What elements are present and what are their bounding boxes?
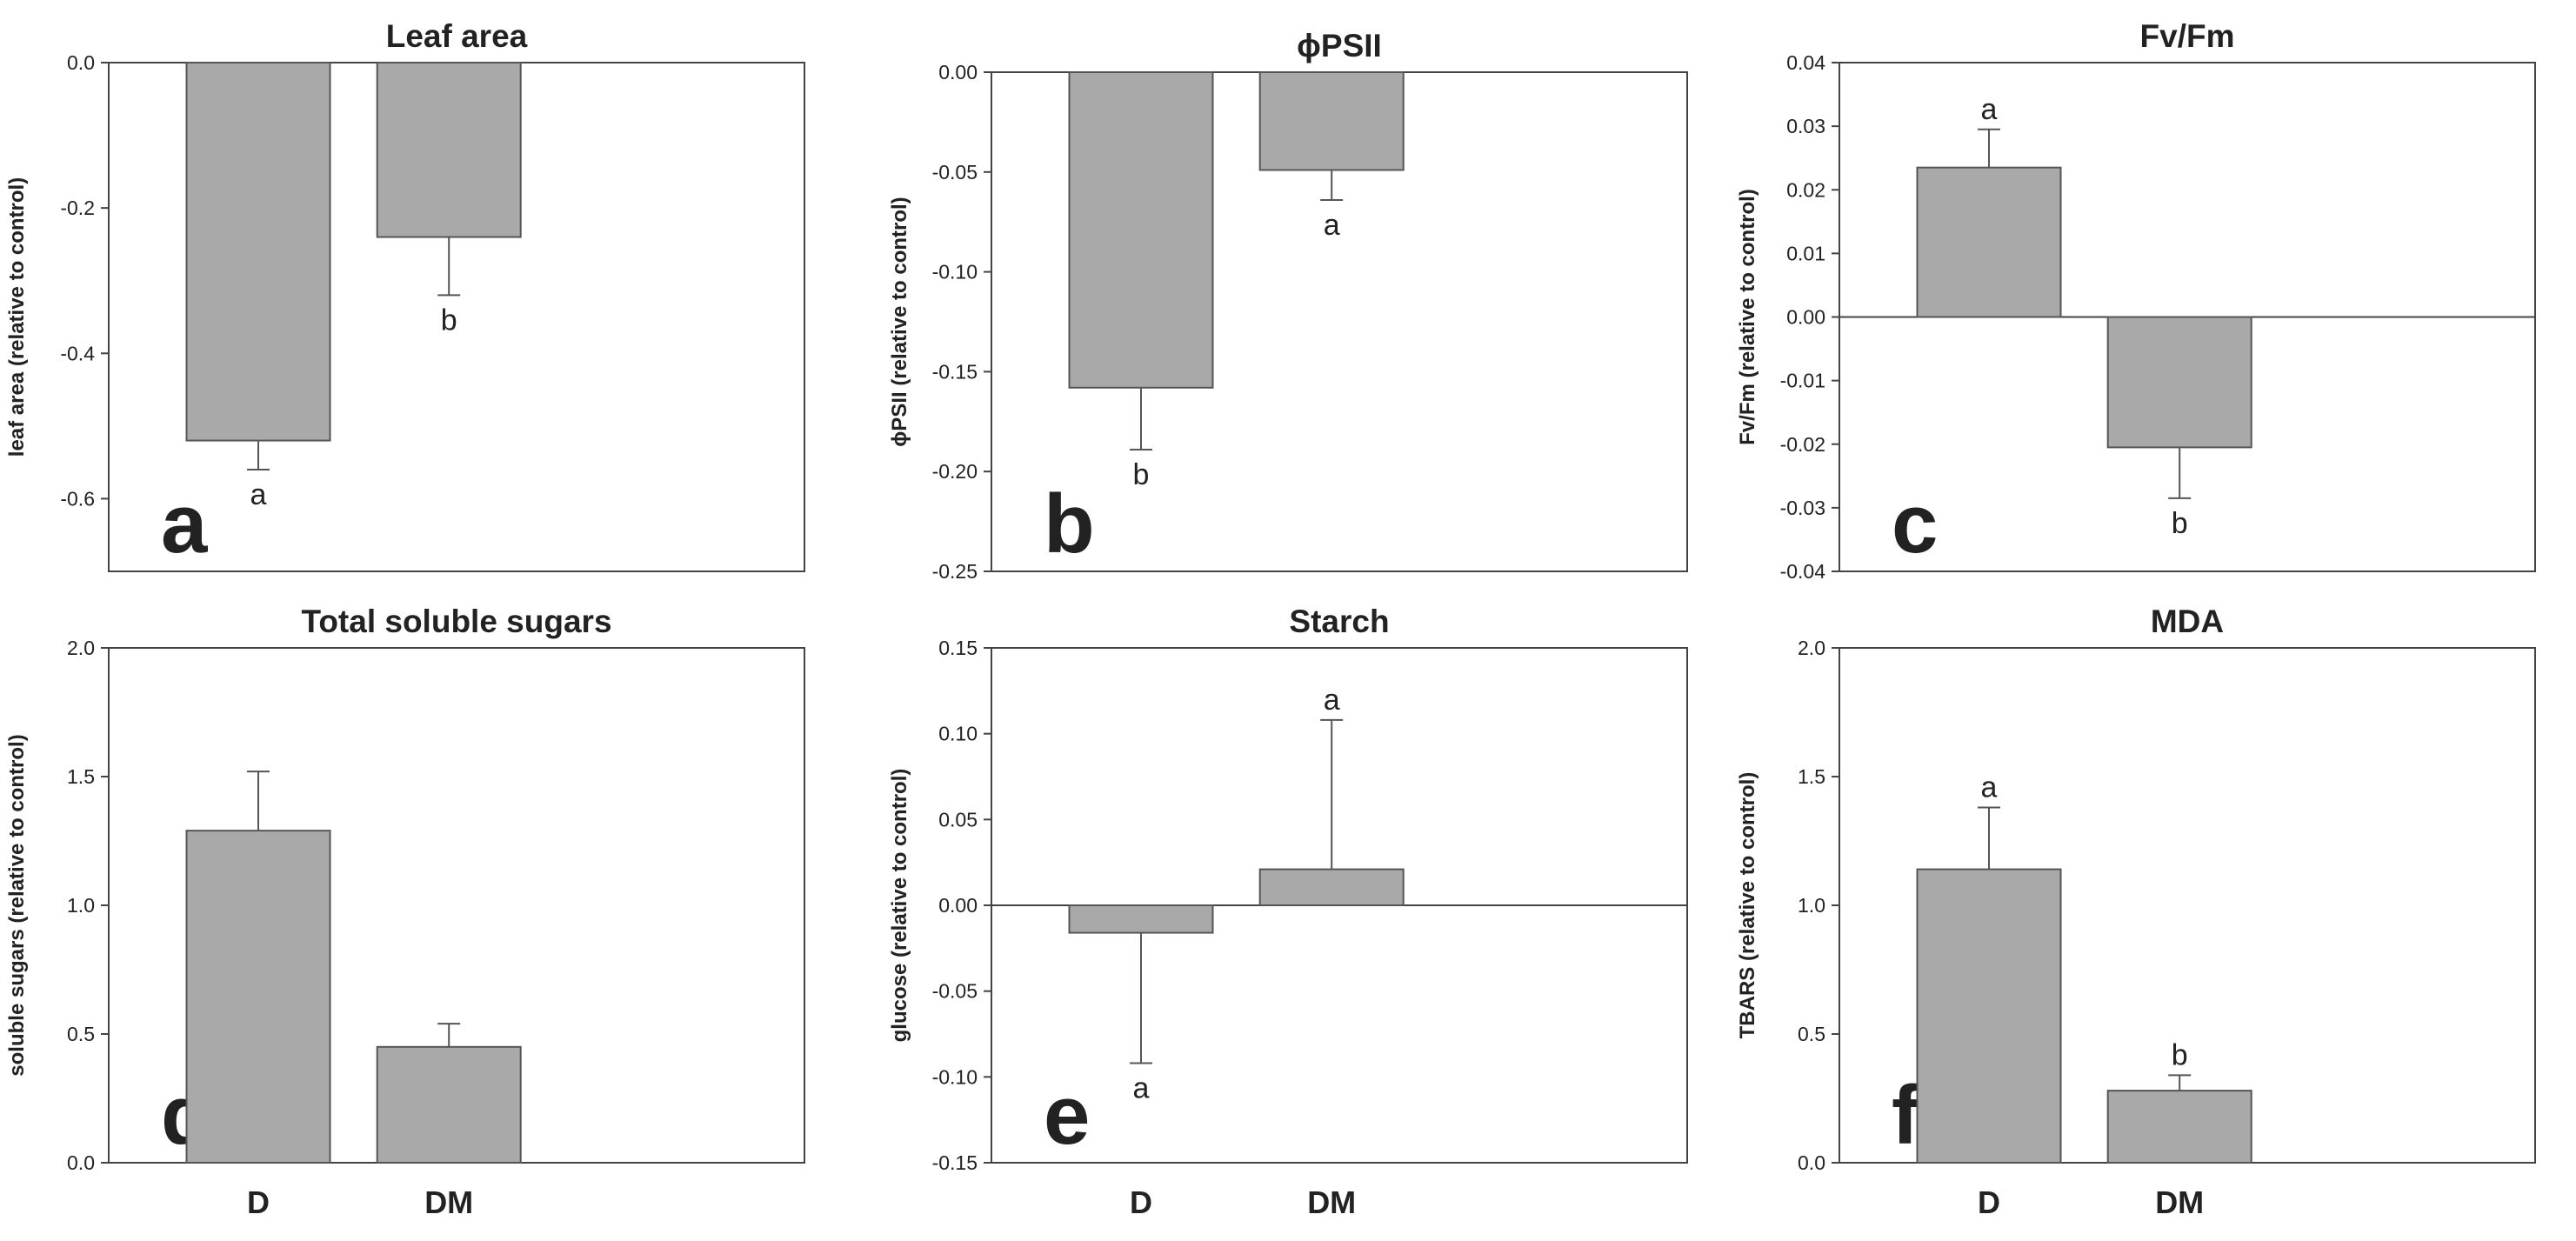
significance-label: b [2172, 507, 2188, 540]
panel-letter: f [1892, 1069, 1920, 1162]
category-label: D [247, 1184, 270, 1220]
y-tick-label: -0.05 [932, 980, 978, 1003]
bar [1258, 868, 1405, 906]
y-tick-label: -0.25 [932, 560, 978, 583]
y-tick-label: 0.0 [1798, 1151, 1825, 1174]
category-label: DM [424, 1184, 473, 1220]
significance-label: b [2172, 1038, 2188, 1071]
y-tick-label: -0.10 [932, 261, 978, 284]
bar [1068, 71, 1214, 389]
panel-f: 2.0 1.5 1.0 0.5 0.0 TBARS (relative to contro… [1736, 604, 2536, 1220]
y-tick-label: 1.0 [67, 894, 95, 917]
y-tick-label: 0.0 [67, 51, 95, 74]
y-tick-label: -0.15 [932, 1151, 978, 1174]
y-axis-title: ϕPSII (relative to control) [888, 197, 911, 446]
bar [185, 830, 331, 1164]
y-tick-label: 0.04 [1786, 51, 1825, 74]
significance-label: a [1981, 771, 1998, 804]
bar [1068, 904, 1214, 934]
panel-d: 2.0 1.5 1.0 0.5 0.0 soluble sugars (relative … [5, 604, 805, 1220]
y-tick-label: -0.03 [1780, 497, 1825, 519]
bar [376, 62, 522, 238]
panel-title: Starch [1289, 604, 1389, 639]
y-tick-label: 0.15 [938, 637, 978, 659]
y-tick-label: -0.4 [60, 342, 95, 364]
significance-label: b [1133, 458, 1150, 491]
y-tick-label: 2.0 [1798, 637, 1825, 659]
y-tick-label: -0.05 [932, 161, 978, 183]
y-tick-label: -0.02 [1780, 433, 1825, 456]
y-tick-label: 0.00 [1786, 306, 1825, 329]
significance-label: a [1981, 93, 1998, 126]
significance-label: a [1324, 209, 1340, 242]
y-tick-label: 0.00 [938, 61, 978, 83]
y-tick-label: 2.0 [67, 637, 95, 659]
y-tick-label: 1.5 [1798, 765, 1825, 788]
y-tick-label: 0.01 [1786, 242, 1825, 264]
y-tick-label: -0.20 [932, 460, 978, 483]
y-tick-label: -0.10 [932, 1065, 978, 1088]
panel-letter: c [1892, 477, 1938, 570]
category-label: DM [2155, 1184, 2204, 1220]
y-axis-title: leaf area (relative to control) [5, 177, 29, 457]
panel-b: 0.00 -0.05 -0.10 -0.15 -0.20 -0.25 ϕPSII (rela… [888, 28, 1688, 583]
panel-letter: a [161, 477, 208, 570]
y-tick-label: 0.0 [67, 1151, 95, 1174]
panel-title: Fv/Fm [2140, 18, 2235, 54]
y-tick-label: -0.01 [1780, 370, 1825, 392]
panel-a: 0.0 -0.2 -0.4 -0.6 leaf area (relative to co… [5, 18, 805, 572]
y-tick-label: 1.5 [67, 765, 95, 788]
y-tick-label: 0.00 [938, 894, 978, 917]
category-label: D [1978, 1184, 2000, 1220]
y-tick-label: -0.2 [60, 197, 95, 219]
panel-title: ϕPSII [1297, 28, 1382, 63]
significance-label: a [250, 478, 267, 511]
panel-letter: e [1044, 1069, 1090, 1162]
y-axis-title: soluble sugars (relative to control) [5, 734, 29, 1076]
y-tick-label: 0.02 [1786, 178, 1825, 201]
significance-label: a [1133, 1072, 1150, 1105]
y-tick-label: 0.05 [938, 808, 978, 831]
panel-e: 0.15 0.10 0.05 0.00 -0.05 -0.10 -0.15 glucose (… [888, 604, 1688, 1220]
bar [376, 1045, 522, 1164]
bar [185, 62, 331, 442]
y-tick-label: 0.03 [1786, 115, 1825, 137]
y-axis-title: TBARS (relative to control) [1736, 772, 1759, 1039]
y-tick-label: 1.0 [1798, 894, 1825, 917]
category-label: D [1130, 1184, 1152, 1220]
bar [2106, 1090, 2252, 1164]
y-tick-label: -0.04 [1780, 560, 1826, 583]
panel-title: MDA [2151, 604, 2224, 639]
significance-label: a [1324, 684, 1340, 717]
bar [1258, 71, 1405, 171]
category-label: DM [1307, 1184, 1356, 1220]
y-tick-label: 0.5 [67, 1023, 95, 1045]
panel-letter: b [1044, 477, 1095, 570]
panel-c: 0.04 0.03 0.02 0.01 0.00 -0.01 -0.02 -0.03 -0.04… [1736, 18, 2536, 583]
y-tick-label: -0.15 [932, 360, 978, 383]
panel-title: Total soluble sugars [301, 604, 611, 639]
y-tick-label: 0.10 [938, 723, 978, 745]
y-tick-label: -0.6 [60, 487, 95, 510]
bar [1916, 868, 2062, 1164]
bar [1916, 166, 2062, 318]
y-tick-label: 0.5 [1798, 1023, 1825, 1045]
bar [2106, 316, 2252, 449]
y-axis-title: Fv/Fm (relative to control) [1736, 189, 1759, 445]
significance-label: b [441, 304, 457, 337]
panel-title: Leaf area [386, 18, 528, 54]
y-axis-title: glucose (relative to control) [888, 769, 911, 1043]
